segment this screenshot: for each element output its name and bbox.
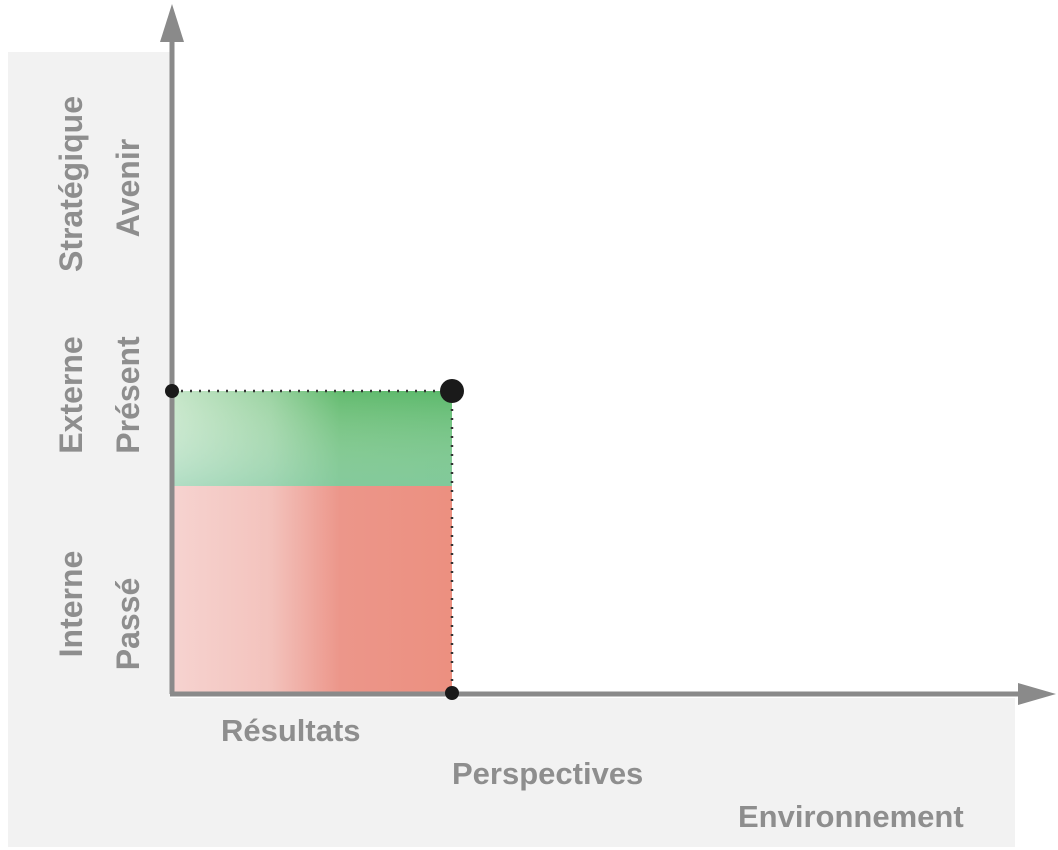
label-externe: Externe	[53, 336, 89, 453]
label-avenir: Avenir	[110, 139, 146, 237]
label-resultats: Résultats	[221, 713, 361, 748]
label-strategique: Stratégique	[53, 96, 89, 272]
past-zone	[172, 486, 452, 693]
label-interne: Interne	[53, 551, 89, 658]
label-environnement: Environnement	[738, 799, 964, 834]
bottom-label-panel	[8, 698, 1015, 847]
x-axis-dot	[445, 686, 459, 700]
y-axis-dot	[165, 384, 179, 398]
y-axis-arrow	[160, 4, 184, 42]
label-passe: Passé	[110, 578, 146, 671]
present-zone-shade	[172, 391, 452, 486]
label-perspectives: Perspectives	[452, 756, 643, 791]
x-axis-arrow	[1018, 683, 1056, 705]
label-present: Présent	[110, 336, 146, 454]
corner-dot	[440, 379, 464, 403]
